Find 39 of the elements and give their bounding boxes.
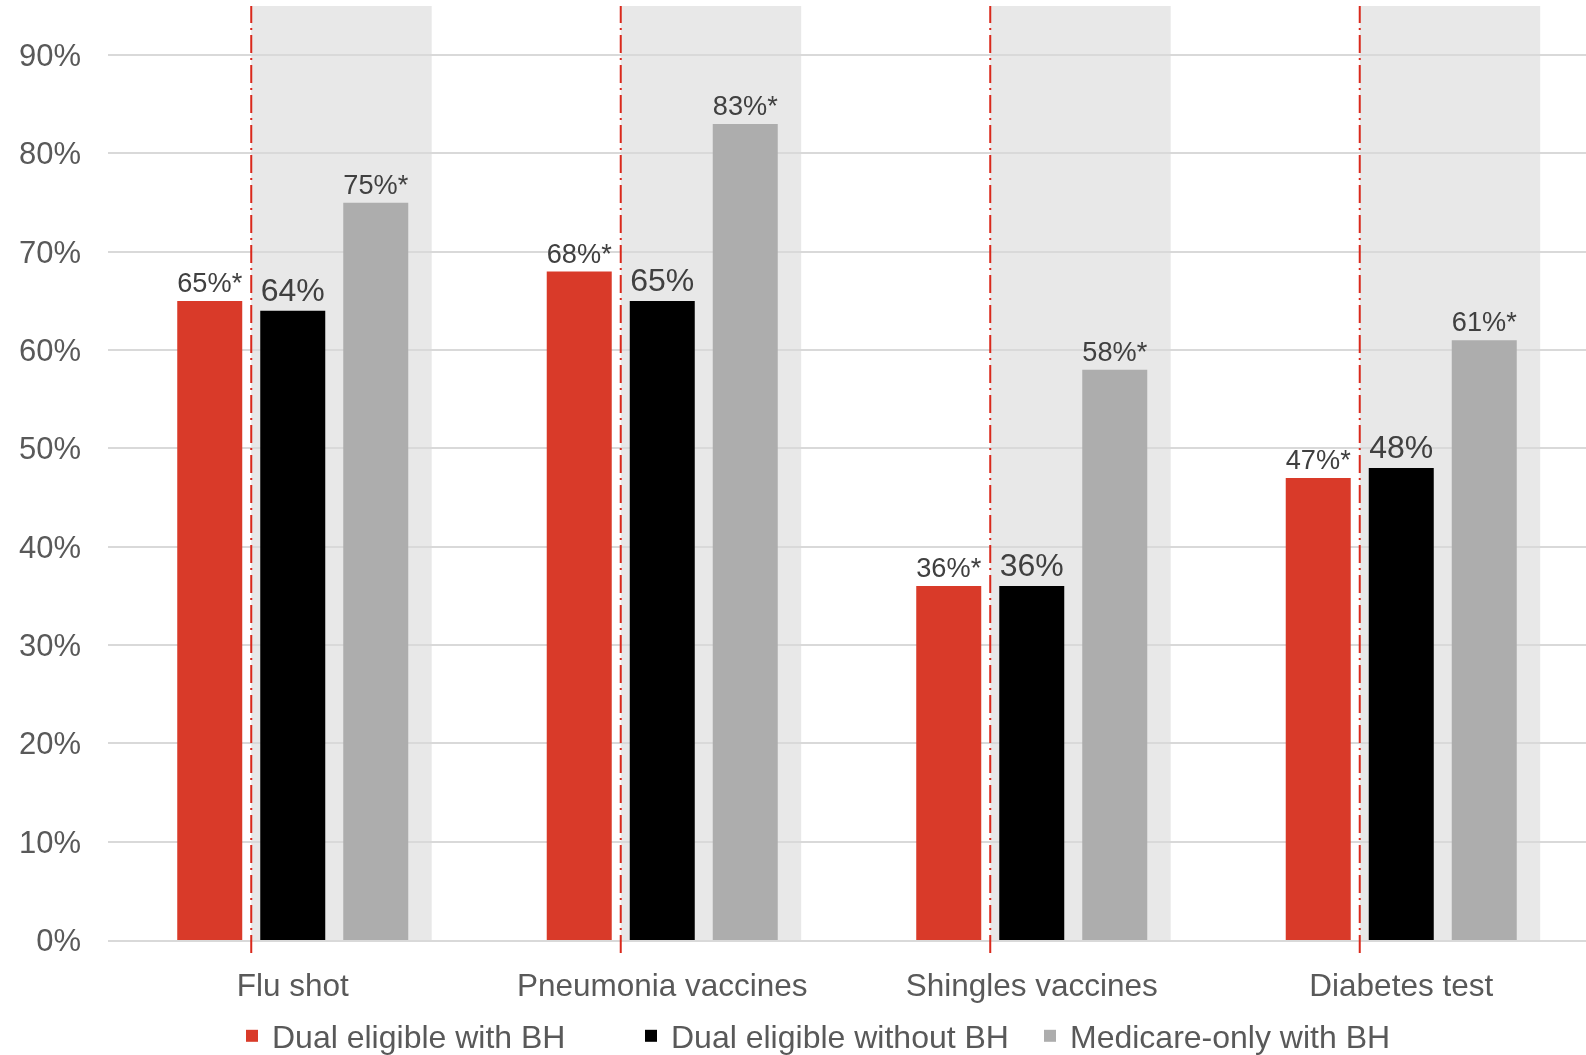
y-tick-label: 0% — [36, 922, 81, 958]
bar — [260, 310, 326, 940]
y-tick-label: 50% — [18, 431, 81, 467]
y-tick-label: 10% — [18, 824, 81, 860]
bar — [1451, 340, 1517, 940]
x-tick-label: Diabetes test — [1309, 966, 1494, 1003]
data-label: 36%* — [916, 552, 982, 584]
y-tick-label: 60% — [18, 332, 81, 368]
y-tick-label: 80% — [18, 136, 81, 172]
y-tick-label: 70% — [18, 234, 81, 270]
data-label: 75%* — [343, 168, 409, 200]
y-tick-label: 30% — [18, 627, 81, 663]
data-label: 61%* — [1451, 306, 1518, 338]
data-label: 83%* — [712, 90, 779, 122]
data-label: 65% — [630, 261, 695, 298]
y-tick-label: 20% — [18, 726, 81, 762]
bar — [1368, 468, 1434, 940]
x-tick-label: Shingles vaccines — [905, 966, 1158, 1003]
data-label: 48% — [1369, 429, 1434, 466]
bar — [546, 271, 612, 940]
y-tick-label: 40% — [18, 529, 81, 565]
data-label: 68%* — [546, 237, 613, 269]
y-tick-label: 90% — [18, 38, 81, 74]
legend-label: Dual eligible without BH — [671, 1019, 1009, 1055]
x-tick-label: Flu shot — [236, 966, 350, 1003]
bar — [1082, 369, 1148, 940]
x-tick-label: Pneumonia vaccines — [516, 966, 808, 1003]
data-label: 36% — [999, 547, 1064, 584]
bar — [177, 300, 243, 940]
bar — [629, 300, 695, 940]
data-label: 58%* — [1082, 335, 1148, 367]
data-label: 65%* — [177, 267, 243, 298]
legend-label: Dual eligible with BH — [272, 1019, 566, 1055]
data-label: 64% — [260, 271, 325, 308]
data-label: 47%* — [1285, 443, 1352, 475]
bar — [999, 586, 1065, 940]
bar — [1285, 477, 1351, 940]
legend-label: Medicare-only with BH — [1070, 1019, 1391, 1055]
bar — [916, 586, 982, 940]
